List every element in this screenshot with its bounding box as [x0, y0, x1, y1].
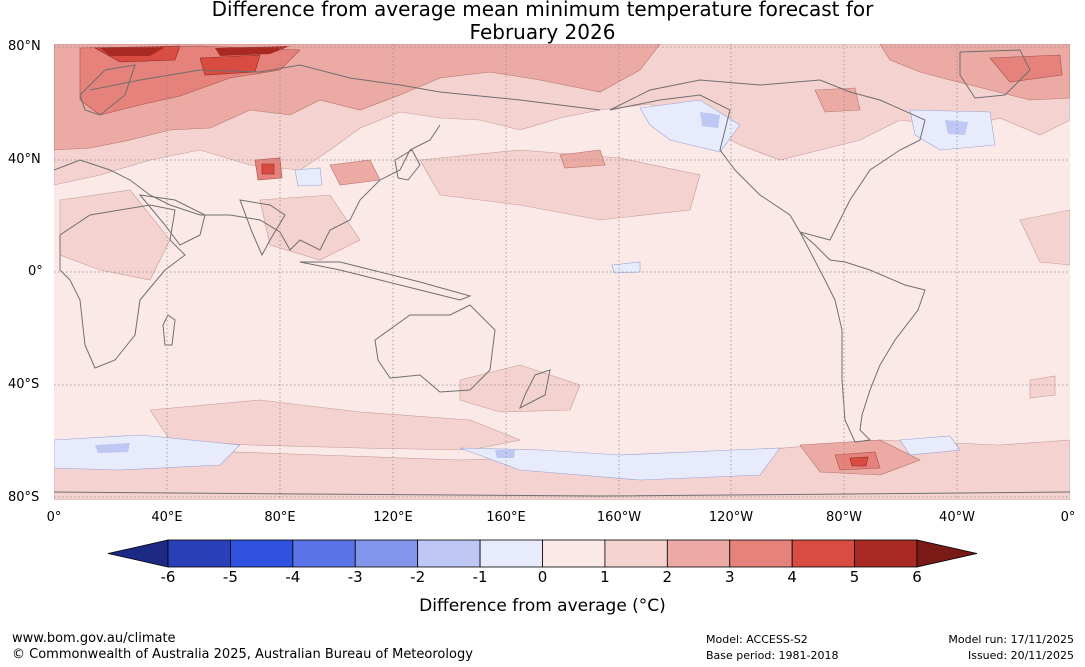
lon-label-120w: 120°W	[708, 510, 754, 525]
lon-label-0-right: 0°	[1060, 510, 1076, 525]
colorbar-tick-label: 6	[912, 568, 922, 586]
chart-title-line-1: Difference from average mean minimum tem…	[211, 0, 874, 21]
graticule	[54, 44, 1070, 500]
lat-label-40n: 40°N	[8, 152, 41, 167]
lat-label-0: 0°	[28, 264, 43, 279]
colorbar-tick-label: 1	[600, 568, 610, 586]
colorbar-segment	[417, 539, 481, 568]
anomaly-minus-1-to-0-region	[54, 99, 996, 481]
lon-label-40e: 40°E	[151, 510, 183, 525]
colorbar-segment	[479, 539, 543, 568]
lon-label-120e: 120°E	[373, 510, 413, 525]
chart-title-line-2: February 2026	[469, 20, 616, 44]
anomaly-minus-2-to-minus-1-region	[95, 112, 968, 458]
colorbar-tick-label: 2	[662, 568, 673, 586]
issued-date: Issued: 20/11/2025	[967, 649, 1074, 662]
colorbar-tick-label: 4	[787, 568, 797, 586]
copyright-text: © Commonwealth of Australia 2025, Austra…	[12, 647, 473, 662]
colorbar-segment	[167, 539, 231, 568]
colorbar-segment	[604, 539, 668, 568]
website-link[interactable]: www.bom.gov.au/climate	[12, 631, 176, 646]
colorbar-tick-label: 0	[537, 568, 548, 586]
lon-label-0: 0°	[46, 510, 62, 525]
forecast-map	[54, 44, 1070, 500]
lon-label-80e: 80°E	[264, 510, 296, 525]
colorbar-segment	[354, 539, 419, 568]
anomaly-5-to-6-region	[100, 46, 290, 56]
colorbar-tick-label: -5	[222, 568, 238, 586]
lon-label-40w: 40°W	[939, 510, 975, 525]
colorbar-tick-label: -4	[285, 568, 301, 586]
colorbar-tick-label: 5	[849, 568, 860, 586]
lat-label-80s: 80°S	[8, 490, 40, 505]
colorbar-extend-high	[916, 539, 978, 568]
lon-label-80w: 80°W	[826, 510, 862, 525]
colorbar-segment	[729, 539, 793, 568]
colorbar-tick-label: -1	[472, 568, 488, 586]
lon-label-160e: 160°E	[486, 510, 526, 525]
colorbar-segment	[666, 539, 731, 568]
lon-label-160w: 160°W	[596, 510, 642, 525]
colorbar-tick-label: -2	[410, 568, 426, 586]
base-period: Base period: 1981-2018	[706, 649, 839, 662]
lat-label-40s: 40°S	[8, 377, 40, 392]
colorbar-segment	[292, 539, 356, 568]
colorbar	[107, 539, 978, 568]
colorbar-title: Difference from average (°C)	[419, 596, 666, 616]
colorbar-segment	[854, 539, 918, 568]
colorbar-segment	[542, 539, 606, 568]
lat-label-80n: 80°N	[8, 39, 41, 54]
colorbar-extend-low	[107, 539, 169, 568]
colorbar-tick-label: 3	[724, 568, 735, 586]
colorbar-tick-label: -3	[347, 568, 363, 586]
colorbar-segment	[230, 539, 294, 568]
model-name: Model: ACCESS-S2	[706, 633, 808, 646]
model-run-date: Model run: 17/11/2025	[948, 633, 1074, 646]
colorbar-segment	[791, 539, 855, 568]
colorbar-tick-label: -6	[160, 568, 176, 586]
